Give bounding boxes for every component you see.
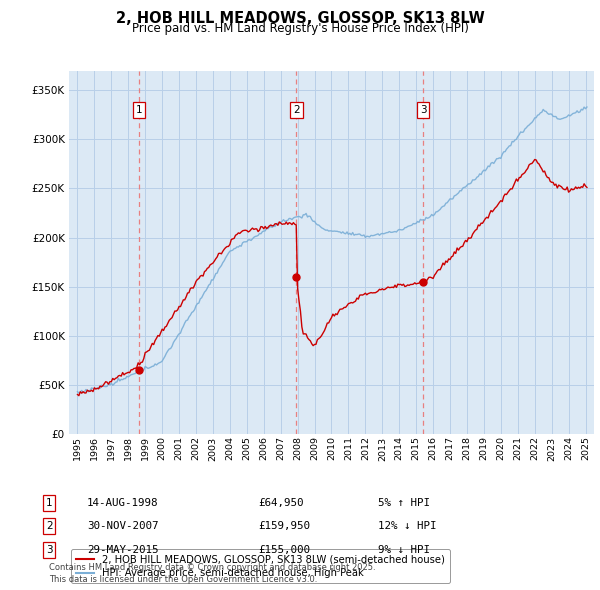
Text: 9% ↓ HPI: 9% ↓ HPI [378,545,430,555]
Text: 3: 3 [46,545,53,555]
Text: 1: 1 [46,498,53,507]
Text: 2, HOB HILL MEADOWS, GLOSSOP, SK13 8LW: 2, HOB HILL MEADOWS, GLOSSOP, SK13 8LW [116,11,484,25]
Text: Contains HM Land Registry data © Crown copyright and database right 2025.
This d: Contains HM Land Registry data © Crown c… [49,563,376,584]
Text: Price paid vs. HM Land Registry's House Price Index (HPI): Price paid vs. HM Land Registry's House … [131,22,469,35]
Text: 3: 3 [420,105,427,115]
Text: 30-NOV-2007: 30-NOV-2007 [87,522,158,531]
Legend: 2, HOB HILL MEADOWS, GLOSSOP, SK13 8LW (semi-detached house), HPI: Average price: 2, HOB HILL MEADOWS, GLOSSOP, SK13 8LW (… [71,549,450,584]
Text: 5% ↑ HPI: 5% ↑ HPI [378,498,430,507]
Text: £155,000: £155,000 [258,545,310,555]
Text: 1: 1 [136,105,142,115]
Text: 2: 2 [46,522,53,531]
Text: 14-AUG-1998: 14-AUG-1998 [87,498,158,507]
Text: 2: 2 [293,105,299,115]
Text: 29-MAY-2015: 29-MAY-2015 [87,545,158,555]
Text: £64,950: £64,950 [258,498,304,507]
Text: 12% ↓ HPI: 12% ↓ HPI [378,522,437,531]
Text: £159,950: £159,950 [258,522,310,531]
